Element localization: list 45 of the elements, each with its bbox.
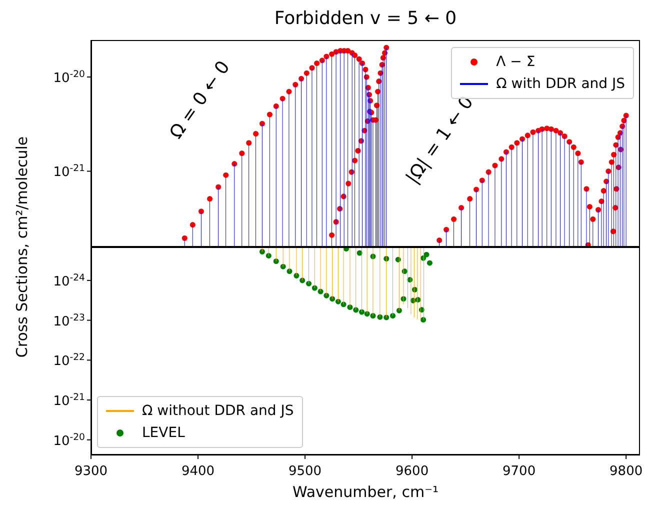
point — [364, 311, 370, 317]
point — [335, 298, 341, 304]
x-tick-label: 9300 — [74, 464, 108, 479]
legend-label: Ω without DDR and JS — [142, 402, 294, 421]
point — [318, 288, 324, 294]
x-axis-title: Wavenumber, cm⁻¹ — [291, 483, 440, 501]
legend-label: Ω with DDR and JS — [496, 75, 625, 94]
legend-label: Λ − Σ — [496, 53, 536, 72]
point — [377, 314, 383, 320]
point — [273, 258, 279, 264]
x-tick-label: 9600 — [396, 464, 429, 479]
point — [324, 292, 330, 298]
point — [330, 296, 336, 302]
point — [340, 302, 346, 308]
point — [424, 252, 430, 258]
y-tick-label: 10$^{-21}$ — [53, 391, 86, 409]
point — [306, 280, 312, 286]
point — [426, 260, 432, 266]
point — [266, 252, 272, 258]
point — [280, 264, 286, 270]
x-tick-label: 9700 — [502, 464, 536, 479]
point — [353, 307, 359, 313]
point — [286, 268, 292, 274]
y-tick-label: 10$^{-20}$ — [53, 431, 86, 449]
y-tick-label: 10$^{-23}$ — [53, 312, 86, 330]
point — [294, 272, 300, 278]
y-tick-label: 10$^{-21}$ — [53, 162, 86, 180]
point — [390, 312, 396, 319]
x-tick-label: 9400 — [181, 464, 215, 479]
x-tick-label: 9500 — [288, 464, 322, 479]
annotation: Ω = 0 ← 0 — [166, 57, 234, 143]
point — [370, 312, 376, 319]
chart-title: Forbidden v = 5 ← 0 — [273, 8, 458, 29]
point — [312, 285, 318, 291]
point — [259, 248, 265, 254]
y-tick-label: 10$^{-24}$ — [53, 272, 86, 290]
point — [300, 278, 306, 284]
x-tick-label: 9800 — [610, 464, 643, 479]
point — [347, 304, 353, 310]
legend-label: LEVEL — [142, 424, 185, 443]
point — [396, 308, 402, 314]
y-tick-label: 10$^{-20}$ — [53, 68, 86, 86]
point — [384, 314, 390, 320]
y-tick-label: 10$^{-22}$ — [53, 352, 86, 370]
y-axis-title: Cross Sections, cm²/molecule — [13, 136, 31, 358]
